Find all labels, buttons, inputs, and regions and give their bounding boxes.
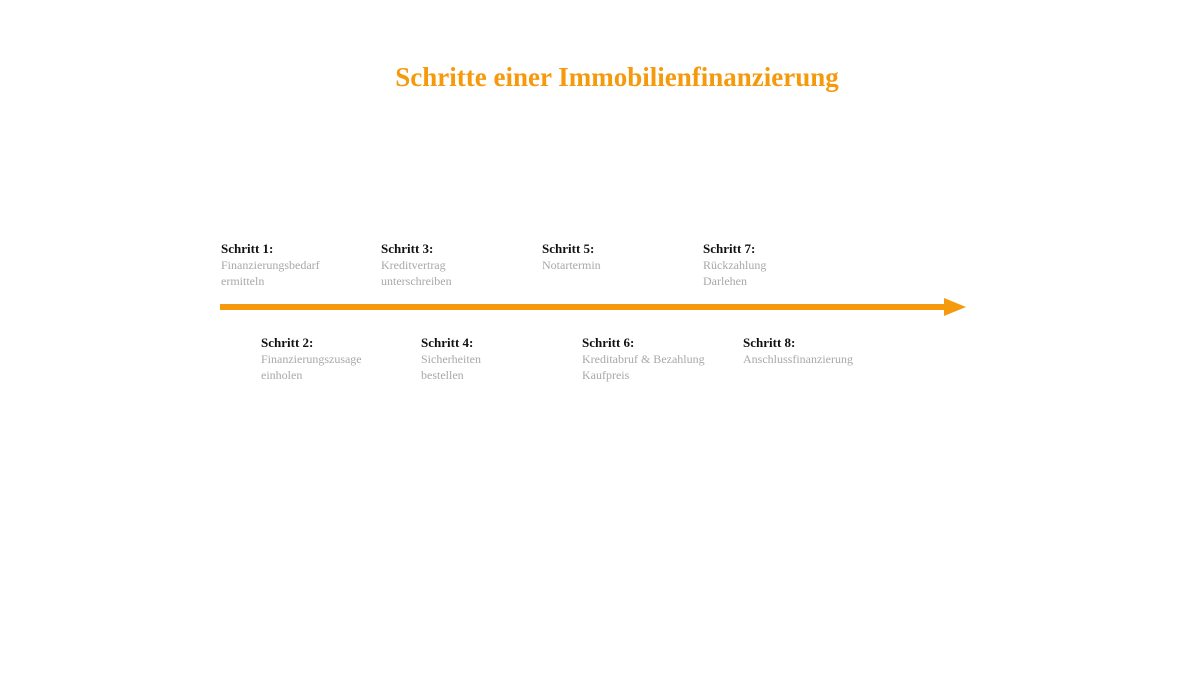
step-label: Schritt 1: <box>221 241 274 256</box>
arrow-head-icon <box>944 298 966 316</box>
step-text: Rückzahlung Darlehen <box>703 258 767 288</box>
step-label: Schritt 4: <box>421 335 474 350</box>
diagram-title: Schritte einer Immobilienfinanzierung <box>395 62 839 92</box>
step-5: Schritt 5: Notartermin <box>542 241 692 273</box>
timeline-line <box>220 304 948 310</box>
step-label: Schritt 5: <box>542 241 595 256</box>
step-label: Schritt 8: <box>743 335 796 350</box>
step-4: Schritt 4: Sicherheiten bestellen <box>421 335 571 383</box>
step-text: Sicherheiten bestellen <box>421 352 481 382</box>
step-8: Schritt 8: Anschlussfinanzierung <box>743 335 893 367</box>
step-3: Schritt 3: Kreditvertrag unterschreiben <box>381 241 531 289</box>
step-text: Kreditabruf & Bezahlung Kaufpreis <box>582 352 705 382</box>
step-text: Kreditvertrag unterschreiben <box>381 258 452 288</box>
step-1: Schritt 1: Finanzierungsbedarf ermitteln <box>221 241 371 289</box>
step-6: Schritt 6: Kreditabruf & Bezahlung Kaufp… <box>582 335 732 383</box>
step-text: Anschlussfinanzierung <box>743 352 853 366</box>
step-text: Finanzierungsbedarf ermitteln <box>221 258 320 288</box>
step-label: Schritt 7: <box>703 241 756 256</box>
step-text: Finanzierungszusage einholen <box>261 352 362 382</box>
step-7: Schritt 7: Rückzahlung Darlehen <box>703 241 853 289</box>
timeline-arrow <box>220 298 966 316</box>
step-label: Schritt 3: <box>381 241 434 256</box>
step-2: Schritt 2: Finanzierungszusage einholen <box>261 335 411 383</box>
step-label: Schritt 2: <box>261 335 314 350</box>
step-label: Schritt 6: <box>582 335 635 350</box>
step-text: Notartermin <box>542 258 601 272</box>
